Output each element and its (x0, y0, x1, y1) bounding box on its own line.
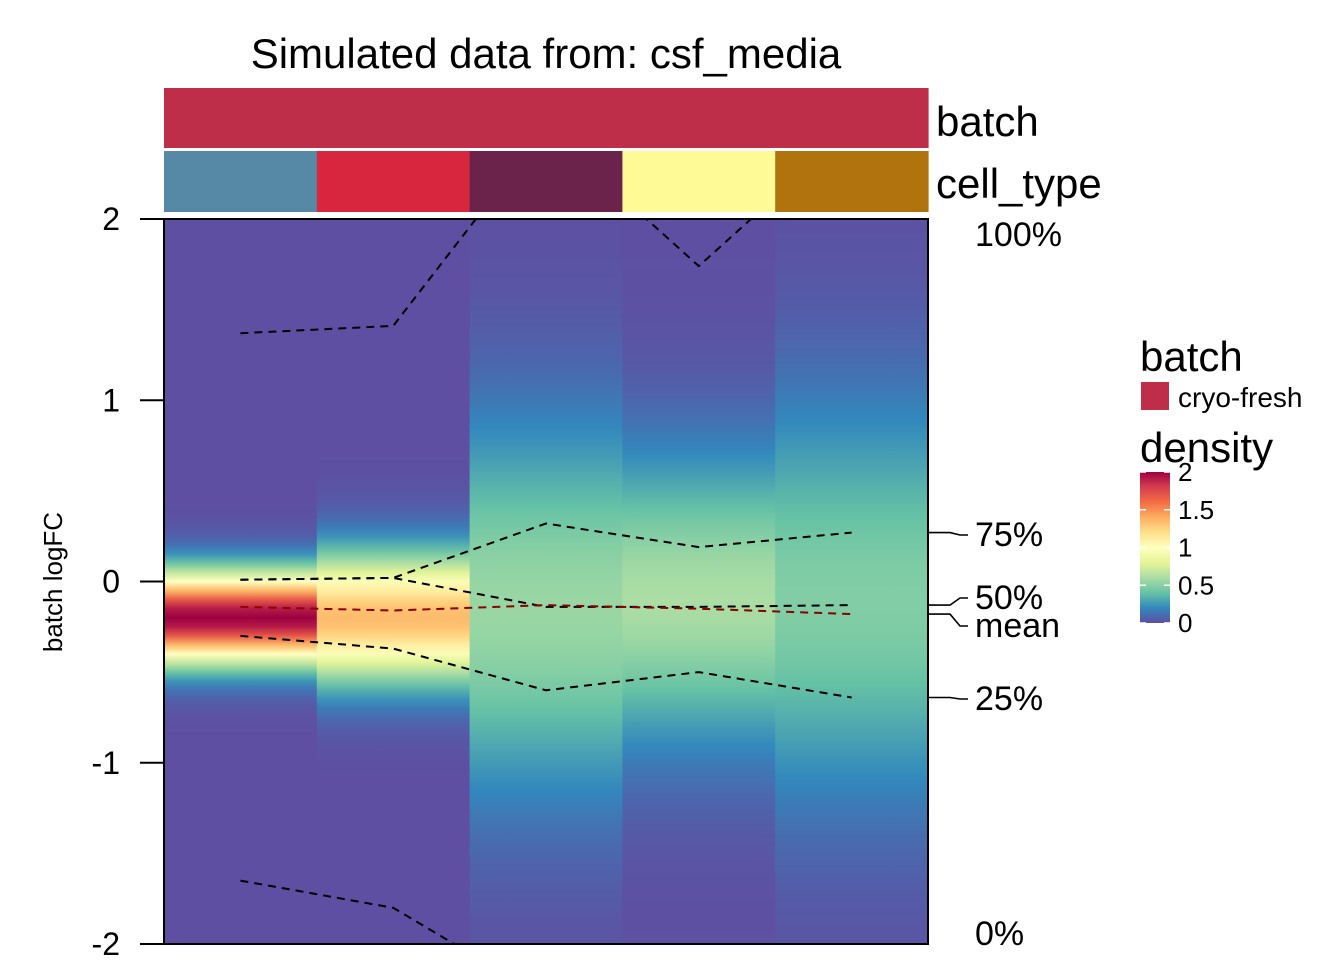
batch-annotation-cell (316, 88, 471, 148)
heatmap-column (622, 219, 776, 944)
batch-annotation-cell (622, 88, 776, 148)
line-labels: 100% 75% 50%mean 25% 0% (928, 216, 1062, 953)
line-label: 0% (975, 915, 1024, 953)
cell-type-annotation-cell (164, 151, 318, 212)
y-tick-label: 0 (102, 564, 120, 600)
cell-type-annotation-cell (469, 151, 623, 212)
line-quantile-0 (240, 879, 457, 944)
cell-type-annotation-row (164, 151, 929, 212)
legend-tick-label: 0.5 (1178, 570, 1214, 600)
cell-type-annotation-cell (622, 151, 776, 212)
line-quantile-25 (240, 634, 852, 699)
batch-annotation-cell (164, 88, 318, 148)
heatmap-column (775, 219, 929, 944)
batch-annotation-cell (775, 88, 929, 148)
line-quantile-50 (240, 576, 852, 608)
legend-density-title: density (1140, 424, 1273, 471)
line-label-leader (928, 597, 968, 606)
line-label: 75% (975, 516, 1043, 554)
line-label: mean (975, 607, 1060, 645)
legend: batch cryo-fresh density 2 1.5 1 0.5 0 (1140, 333, 1302, 638)
y-tick-label: -1 (92, 745, 120, 781)
legend-batch-entry: cryo-fresh (1178, 382, 1302, 413)
legend-tick-label: 0 (1178, 608, 1192, 638)
cell-type-annotation-cell (775, 151, 929, 212)
cell-type-annotation-label: cell_type (936, 160, 1102, 207)
cell-type-annotation-cell (316, 151, 471, 212)
line-label-leader (928, 531, 968, 536)
heatmap-column (164, 219, 318, 944)
legend-ticks: 2 1.5 1 0.5 0 (1140, 457, 1214, 638)
chart-title: Simulated data from: csf_media (251, 30, 842, 77)
legend-tick-label: 1.5 (1178, 495, 1214, 525)
y-axis: 2 1 0 -1 -2 (92, 201, 164, 960)
line-label-leader (928, 613, 968, 627)
y-tick-label: -2 (92, 926, 120, 960)
line-label: 100% (975, 216, 1062, 254)
heatmap-column (316, 219, 471, 944)
y-tick-label: 1 (102, 382, 120, 418)
batch-annotation-row (164, 88, 929, 148)
line-label-leader (928, 696, 968, 700)
y-axis-label: batch logFC (38, 512, 68, 652)
quantile-lines (240, 219, 852, 944)
line-mean (240, 604, 852, 616)
line-label: 50% (975, 579, 1043, 617)
batch-annotation-cell (469, 88, 623, 148)
heatmap-column (469, 219, 623, 944)
legend-batch-swatch (1141, 382, 1169, 410)
y-tick-label: 2 (102, 201, 120, 237)
legend-tick-label: 2 (1178, 457, 1192, 487)
legend-batch-title: batch (1140, 333, 1243, 380)
batch-annotation-label: batch (936, 98, 1039, 145)
legend-tick-label: 1 (1178, 533, 1192, 563)
line-quantile-100 (240, 219, 753, 335)
density-heatmap (164, 219, 929, 944)
line-label: 25% (975, 680, 1043, 718)
